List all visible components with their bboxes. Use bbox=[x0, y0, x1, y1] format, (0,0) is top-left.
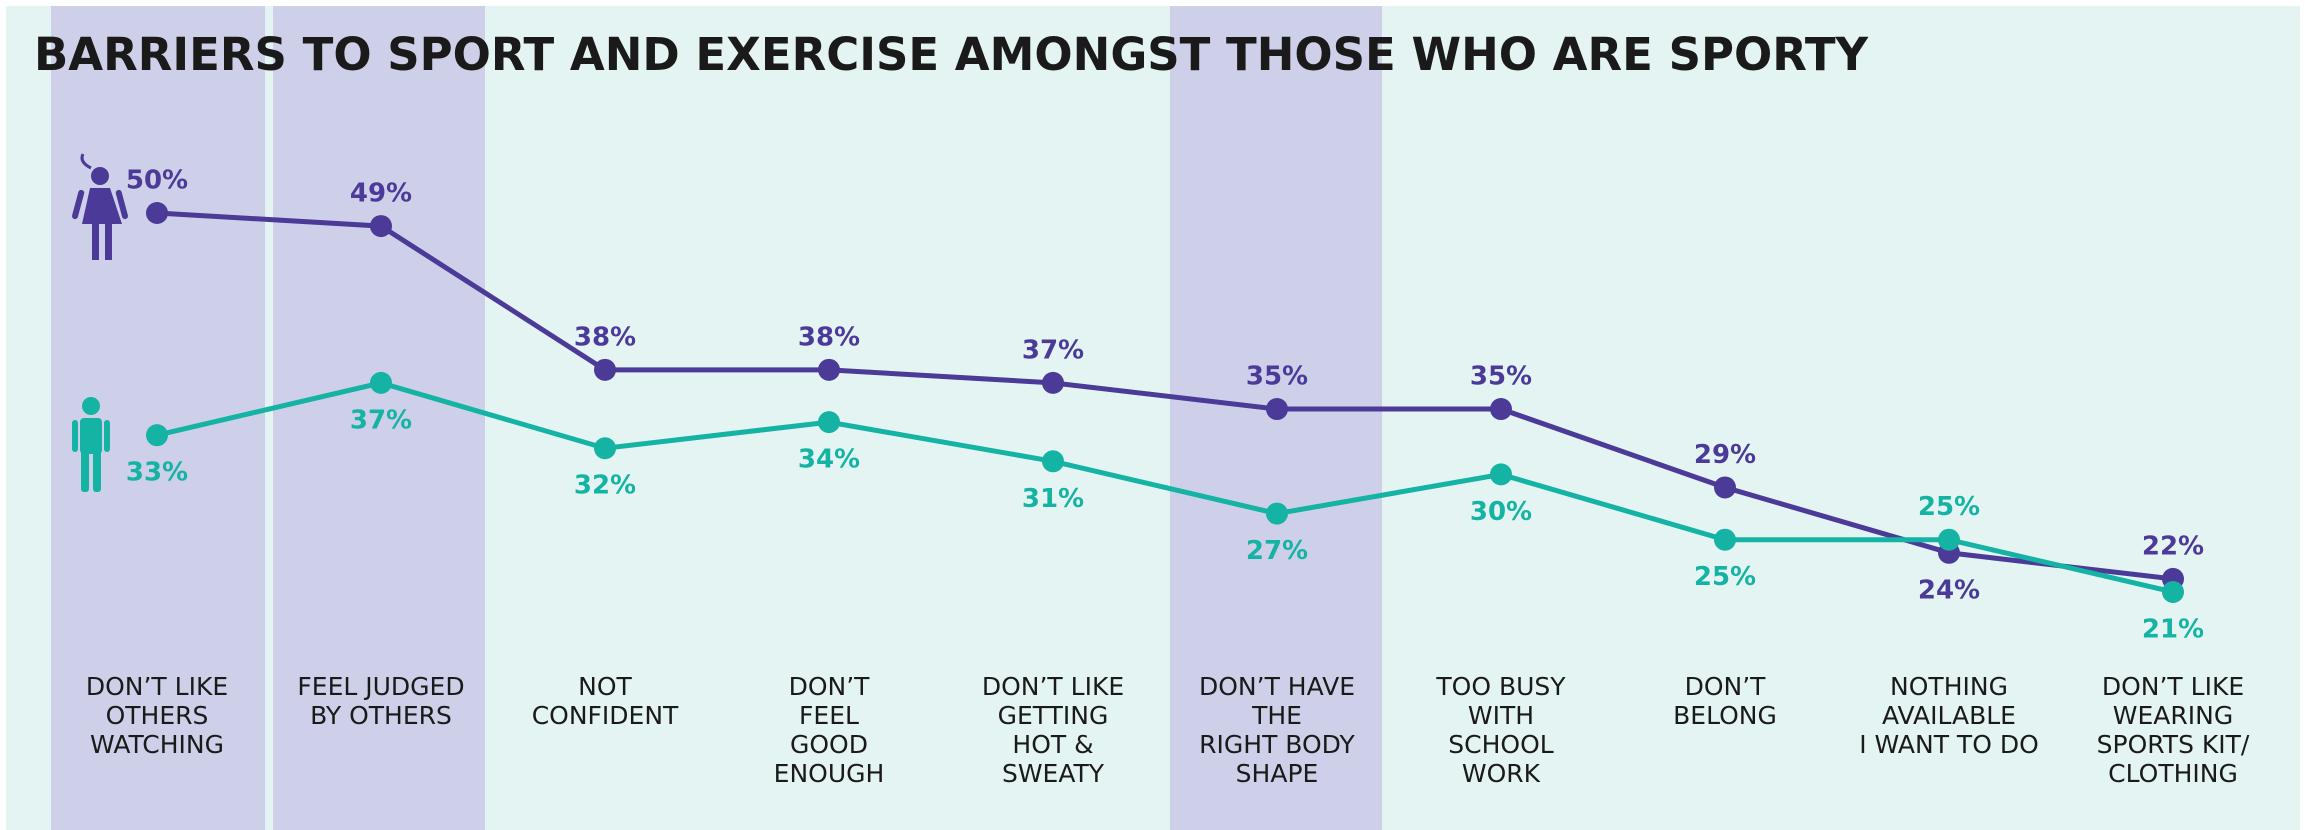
point bbox=[1714, 476, 1736, 499]
data-label: 21% bbox=[2142, 615, 2204, 645]
data-label: 50% bbox=[126, 166, 188, 196]
x-tick-label: DON’T LIKE WEARING SPORTS KIT/CLOTHING bbox=[2097, 672, 2250, 788]
data-label: 25% bbox=[1694, 562, 1756, 592]
x-tick-label: DON’T FEEL GOOD ENOUGH bbox=[774, 672, 885, 788]
data-label: 35% bbox=[1470, 362, 1532, 392]
point bbox=[1490, 463, 1512, 486]
point bbox=[818, 358, 840, 381]
point bbox=[594, 437, 616, 460]
point bbox=[370, 215, 392, 238]
data-label: 30% bbox=[1470, 497, 1532, 527]
data-label: 32% bbox=[574, 471, 636, 501]
data-label: 33% bbox=[126, 458, 188, 488]
point bbox=[1266, 398, 1288, 421]
point bbox=[594, 358, 616, 381]
point bbox=[1938, 528, 1960, 551]
chart-title: BARRIERS TO SPORT AND EXERCISE AMONGST T… bbox=[34, 28, 1870, 81]
data-label: 24% bbox=[1918, 575, 1980, 605]
x-tick-label: NOT CONFIDENT bbox=[532, 672, 679, 730]
point bbox=[1490, 398, 1512, 421]
point bbox=[370, 371, 392, 394]
point bbox=[1714, 528, 1736, 551]
point bbox=[1266, 502, 1288, 525]
x-tick-label: NOTHING AVAILABLE I WANT TO DO bbox=[1859, 672, 2039, 759]
data-label: 49% bbox=[350, 179, 412, 209]
data-label: 29% bbox=[1694, 440, 1756, 470]
data-label: 37% bbox=[1022, 335, 1084, 365]
point bbox=[146, 202, 168, 224]
x-tick-label: DON’T LIKE GETTING HOT & SWEATY bbox=[982, 672, 1124, 788]
series-line bbox=[156, 380, 2174, 595]
x-tick-label: DON’T LIKE OTHERS WATCHING bbox=[86, 672, 228, 759]
x-tick-label: DON’T HAVE THE RIGHT BODY SHAPE bbox=[1199, 672, 1356, 788]
point bbox=[1042, 450, 1064, 473]
data-label: 35% bbox=[1246, 362, 1308, 392]
point bbox=[1042, 371, 1064, 394]
x-tick-label: FEEL JUDGED BY OTHERS bbox=[297, 672, 464, 730]
data-label: 38% bbox=[798, 322, 860, 352]
boy-icon bbox=[72, 397, 110, 492]
data-label: 22% bbox=[2142, 531, 2204, 561]
data-label: 25% bbox=[1918, 492, 1980, 522]
x-tick-label: TOO BUSY WITH SCHOOL WORK bbox=[1435, 672, 1566, 788]
x-tick-label: DON’T BELONG bbox=[1673, 672, 1777, 730]
girl-icon bbox=[72, 153, 128, 260]
data-label: 34% bbox=[798, 445, 860, 475]
point bbox=[146, 424, 168, 447]
point bbox=[818, 411, 840, 434]
data-label: 37% bbox=[350, 405, 412, 435]
point bbox=[2162, 581, 2184, 603]
series-line bbox=[156, 210, 2174, 582]
data-label: 27% bbox=[1246, 536, 1308, 566]
data-label: 31% bbox=[1022, 484, 1084, 514]
data-label: 38% bbox=[574, 322, 636, 352]
highlight-band bbox=[273, 6, 485, 830]
